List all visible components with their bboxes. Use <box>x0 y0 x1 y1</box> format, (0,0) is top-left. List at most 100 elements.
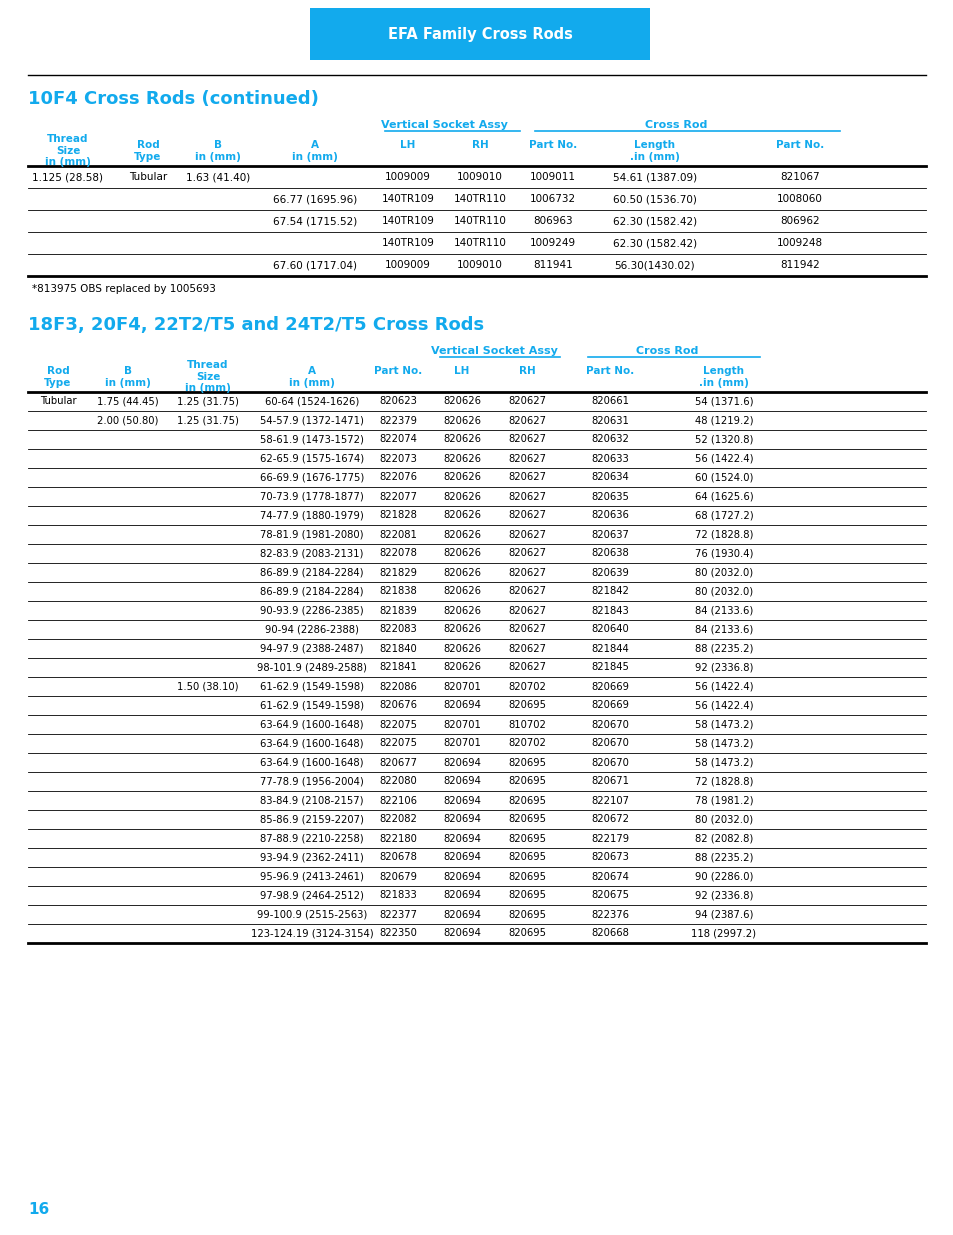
Text: 78-81.9 (1981-2080): 78-81.9 (1981-2080) <box>260 530 363 540</box>
Text: 70-73.9 (1778-1877): 70-73.9 (1778-1877) <box>260 492 363 501</box>
Text: 1009009: 1009009 <box>385 172 431 182</box>
Text: 63-64.9 (1600-1648): 63-64.9 (1600-1648) <box>260 739 363 748</box>
Text: 820623: 820623 <box>378 396 416 406</box>
Text: 820694: 820694 <box>442 795 480 805</box>
Text: 85-86.9 (2159-2207): 85-86.9 (2159-2207) <box>260 815 363 825</box>
Text: 62.30 (1582.42): 62.30 (1582.42) <box>612 216 697 226</box>
Text: 820695: 820695 <box>507 795 545 805</box>
Text: 87-88.9 (2210-2258): 87-88.9 (2210-2258) <box>260 834 363 844</box>
Text: 1006732: 1006732 <box>529 194 576 204</box>
Text: 820638: 820638 <box>591 548 628 558</box>
Text: 820702: 820702 <box>508 739 545 748</box>
Text: 2.00 (50.80): 2.00 (50.80) <box>97 415 158 426</box>
Text: 820673: 820673 <box>591 852 628 862</box>
Text: 822106: 822106 <box>378 795 416 805</box>
Text: 58 (1473.2): 58 (1473.2) <box>694 757 753 767</box>
Text: 90 (2286.0): 90 (2286.0) <box>694 872 753 882</box>
Text: *813975 OBS replaced by 1005693: *813975 OBS replaced by 1005693 <box>32 284 215 294</box>
Text: 820694: 820694 <box>442 852 480 862</box>
Text: 1.50 (38.10): 1.50 (38.10) <box>177 682 238 692</box>
Text: 820636: 820636 <box>591 510 628 520</box>
Text: 820675: 820675 <box>590 890 628 900</box>
Text: B
in (mm): B in (mm) <box>194 140 241 162</box>
Text: 820627: 820627 <box>507 568 545 578</box>
Text: 1009011: 1009011 <box>530 172 576 182</box>
Text: RH: RH <box>471 140 488 149</box>
Text: 56 (1422.4): 56 (1422.4) <box>694 453 753 463</box>
Text: 821829: 821829 <box>378 568 416 578</box>
Text: 140TR109: 140TR109 <box>381 194 434 204</box>
Text: 820631: 820631 <box>591 415 628 426</box>
Text: 97-98.9 (2464-2512): 97-98.9 (2464-2512) <box>260 890 363 900</box>
Text: 822075: 822075 <box>378 739 416 748</box>
Text: 820676: 820676 <box>378 700 416 710</box>
Text: 56.30(1430.02): 56.30(1430.02) <box>614 261 695 270</box>
Text: 60-64 (1524-1626): 60-64 (1524-1626) <box>265 396 358 406</box>
Text: Cross Rod: Cross Rod <box>635 346 698 356</box>
Text: 820627: 820627 <box>507 435 545 445</box>
Text: Tubular: Tubular <box>129 172 167 182</box>
Text: 48 (1219.2): 48 (1219.2) <box>694 415 753 426</box>
Text: 78 (1981.2): 78 (1981.2) <box>694 795 753 805</box>
Text: 86-89.9 (2184-2284): 86-89.9 (2184-2284) <box>260 568 363 578</box>
Text: 820637: 820637 <box>591 530 628 540</box>
Text: 54.61 (1387.09): 54.61 (1387.09) <box>612 172 697 182</box>
Text: 820695: 820695 <box>507 872 545 882</box>
Text: 140TR110: 140TR110 <box>453 238 506 248</box>
Text: 67.60 (1717.04): 67.60 (1717.04) <box>273 261 356 270</box>
Text: 820626: 820626 <box>442 435 480 445</box>
Text: 821845: 821845 <box>591 662 628 673</box>
Text: 1009010: 1009010 <box>456 261 502 270</box>
Text: Rod
Type: Rod Type <box>134 140 161 162</box>
Text: Length
.in (mm): Length .in (mm) <box>699 366 748 388</box>
Text: 811941: 811941 <box>533 261 572 270</box>
Text: 68 (1727.2): 68 (1727.2) <box>694 510 753 520</box>
Text: 1009249: 1009249 <box>529 238 576 248</box>
Text: 820695: 820695 <box>507 700 545 710</box>
Text: 820627: 820627 <box>507 587 545 597</box>
Text: 820670: 820670 <box>591 720 628 730</box>
Text: 820627: 820627 <box>507 548 545 558</box>
Text: Cross Rod: Cross Rod <box>644 120 707 130</box>
Text: A
in (mm): A in (mm) <box>289 366 335 388</box>
Text: 58-61.9 (1473-1572): 58-61.9 (1473-1572) <box>260 435 363 445</box>
Text: 61-62.9 (1549-1598): 61-62.9 (1549-1598) <box>260 700 364 710</box>
Text: 1.25 (31.75): 1.25 (31.75) <box>177 396 238 406</box>
Text: 822077: 822077 <box>378 492 416 501</box>
Text: 58 (1473.2): 58 (1473.2) <box>694 739 753 748</box>
Text: Thread
Size
in (mm): Thread Size in (mm) <box>45 135 91 167</box>
Text: 820627: 820627 <box>507 510 545 520</box>
Text: 820627: 820627 <box>507 605 545 615</box>
Text: 1.75 (44.45): 1.75 (44.45) <box>97 396 158 406</box>
Text: 822086: 822086 <box>378 682 416 692</box>
Text: 820626: 820626 <box>442 396 480 406</box>
Text: 821843: 821843 <box>591 605 628 615</box>
Text: 61-62.9 (1549-1598): 61-62.9 (1549-1598) <box>260 682 364 692</box>
Text: 54-57.9 (1372-1471): 54-57.9 (1372-1471) <box>260 415 363 426</box>
Text: 820672: 820672 <box>590 815 628 825</box>
Text: 821828: 821828 <box>378 510 416 520</box>
Text: LH: LH <box>400 140 416 149</box>
Text: 821844: 821844 <box>591 643 628 653</box>
Text: 84 (2133.6): 84 (2133.6) <box>694 625 752 635</box>
Text: 820639: 820639 <box>591 568 628 578</box>
Text: 94-97.9 (2388-2487): 94-97.9 (2388-2487) <box>260 643 363 653</box>
Text: 820694: 820694 <box>442 815 480 825</box>
Text: 822074: 822074 <box>378 435 416 445</box>
Text: Rod
Type: Rod Type <box>44 366 71 388</box>
Bar <box>310 7 649 61</box>
Text: 88 (2235.2): 88 (2235.2) <box>694 643 753 653</box>
Text: 820627: 820627 <box>507 625 545 635</box>
Text: 140TR109: 140TR109 <box>381 238 434 248</box>
Text: 140TR109: 140TR109 <box>381 216 434 226</box>
Text: 820634: 820634 <box>591 473 628 483</box>
Text: 1.25 (31.75): 1.25 (31.75) <box>177 415 238 426</box>
Text: 820640: 820640 <box>591 625 628 635</box>
Text: 820694: 820694 <box>442 757 480 767</box>
Text: 820674: 820674 <box>591 872 628 882</box>
Text: 1.63 (41.40): 1.63 (41.40) <box>186 172 250 182</box>
Text: 66-69.9 (1676-1775): 66-69.9 (1676-1775) <box>259 473 364 483</box>
Text: 820627: 820627 <box>507 453 545 463</box>
Text: 820671: 820671 <box>590 777 628 787</box>
Text: Part No.: Part No. <box>775 140 823 149</box>
